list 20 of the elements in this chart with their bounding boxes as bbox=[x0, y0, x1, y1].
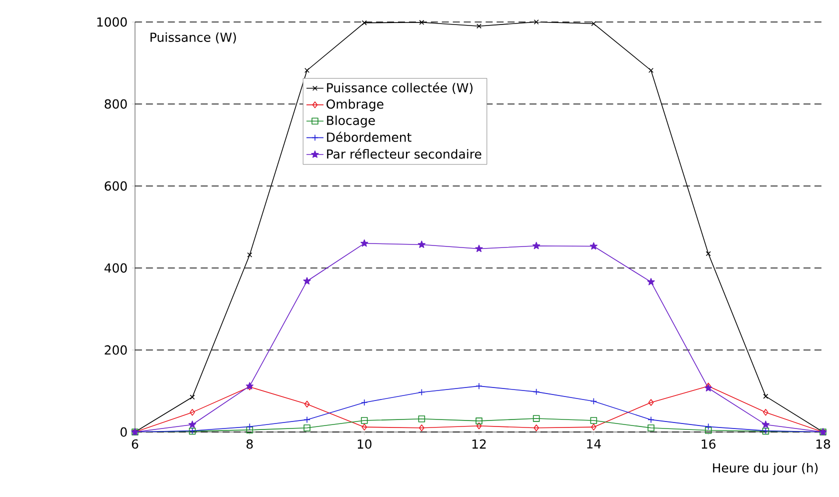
x-tick-label: 12 bbox=[472, 439, 486, 449]
y-tick-label: 800 bbox=[104, 99, 127, 109]
y-tick-label: 200 bbox=[104, 345, 127, 355]
y-tick-label: 400 bbox=[104, 263, 127, 273]
x-tick-label: 14 bbox=[587, 439, 601, 448]
legend-label: Blocage bbox=[327, 115, 375, 128]
y-tick-label: 1000 bbox=[97, 17, 127, 27]
y-tick-label: 600 bbox=[104, 181, 127, 191]
x-tick-label: 10 bbox=[358, 439, 372, 449]
legend-label: Par réflecteur secondaire bbox=[327, 148, 482, 159]
x-axis-title: Heure du jour (h) bbox=[713, 462, 818, 476]
y-tick-label: 0 bbox=[120, 427, 127, 437]
legend-label: Puissance collectée (W) bbox=[327, 82, 472, 94]
x-tick-label: 18 bbox=[816, 439, 830, 449]
x-tick-label: 6 bbox=[132, 439, 138, 449]
legend-label: Ombrage bbox=[326, 99, 384, 112]
legend-label: Débordement bbox=[327, 132, 412, 142]
x-tick-label: 16 bbox=[702, 439, 716, 449]
y-axis-title: Puissance (W) bbox=[150, 32, 236, 44]
x-tick-label: 8 bbox=[246, 439, 253, 449]
